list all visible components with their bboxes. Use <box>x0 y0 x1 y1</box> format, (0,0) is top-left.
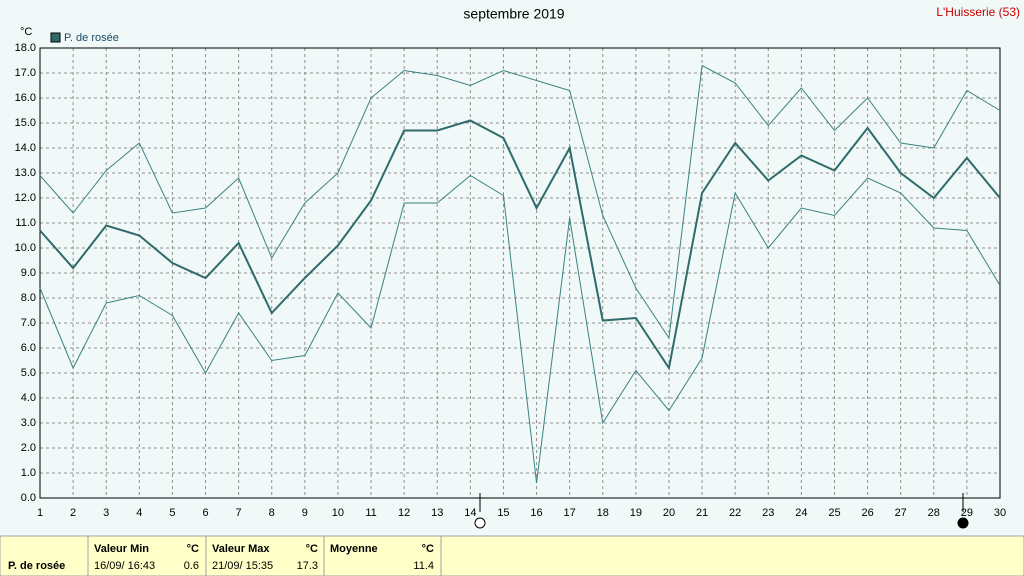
y-tick-label: 17.0 <box>15 67 36 79</box>
x-tick-label: 7 <box>236 507 242 519</box>
x-tick-label: 3 <box>103 507 109 519</box>
y-tick-label: 15.0 <box>15 117 36 129</box>
station: L'Huisserie (53) <box>936 5 1020 19</box>
y-tick-label: 0.0 <box>21 492 36 504</box>
y-tick-label: 5.0 <box>21 367 36 379</box>
y-tick-label: 9.0 <box>21 267 36 279</box>
x-tick-label: 4 <box>136 507 142 519</box>
moon-markers <box>474 493 969 529</box>
column-title: Moyenne <box>330 543 378 555</box>
x-tick-label: 2 <box>70 507 76 519</box>
full-moon <box>957 517 969 529</box>
y-tick-label: 14.0 <box>15 142 36 154</box>
x-tick-label: 8 <box>269 507 275 519</box>
y-tick-label: 13.0 <box>15 167 36 179</box>
y-unit: °C <box>20 26 32 38</box>
x-tick-label: 17 <box>564 507 576 519</box>
y-tick-label: 2.0 <box>21 442 36 454</box>
x-tick-label: 24 <box>795 507 807 519</box>
series-line <box>39 174 1001 484</box>
x-tick-label: 28 <box>928 507 940 519</box>
column-unit: °C <box>306 543 318 555</box>
x-tick-label: 6 <box>202 507 208 519</box>
x-tick-label: 16 <box>530 507 542 519</box>
row-label: P. de rosée <box>8 560 65 572</box>
footer-bg <box>0 535 1024 576</box>
y-tick-label: 16.0 <box>15 92 36 104</box>
x-tick-label: 25 <box>828 507 840 519</box>
column-title: Valeur Min <box>94 543 149 555</box>
x-tick-label: 11 <box>365 507 376 519</box>
cell-date: 16/09/ 16:43 <box>94 560 155 572</box>
x-tick-label: 19 <box>630 507 642 519</box>
y-tick-label: 18.0 <box>15 42 36 54</box>
series-line <box>39 64 1001 340</box>
x-tick-label: 13 <box>431 507 443 519</box>
x-tick-label: 29 <box>961 507 973 519</box>
chart-title: septembre 2019 <box>463 6 564 22</box>
x-tick-label: 14 <box>464 507 476 519</box>
new-moon <box>474 517 486 529</box>
x-tick-label: 9 <box>302 507 308 519</box>
y-tick-label: 8.0 <box>21 292 36 304</box>
x-tick-label: 26 <box>861 507 873 519</box>
cell-value: 17.3 <box>297 560 318 572</box>
column-unit: °C <box>422 543 434 555</box>
legend-label: P. de rosée <box>64 32 119 44</box>
x-tick-label: 20 <box>663 507 675 519</box>
x-tick-label: 1 <box>37 507 43 519</box>
cell-value: 0.6 <box>184 560 199 572</box>
column-title: Valeur Max <box>212 543 270 555</box>
x-tick-label: 21 <box>696 507 708 519</box>
x-tick-label: 12 <box>398 507 410 519</box>
cell-date: 21/09/ 15:35 <box>212 560 273 572</box>
x-tick-label: 23 <box>762 507 774 519</box>
footer: P. de rosée Valeur Min °C 16/09/ 16:43 0.6 V… <box>0 535 1024 576</box>
x-tick-label: 27 <box>895 507 907 519</box>
series-line <box>39 119 1001 371</box>
y-tick-label: 7.0 <box>21 317 36 329</box>
column-unit: °C <box>187 543 199 555</box>
y-tick-label: 6.0 <box>21 342 36 354</box>
x-tick-label: 18 <box>597 507 609 519</box>
y-tick-label: 3.0 <box>21 417 36 429</box>
x-tick-label: 15 <box>497 507 509 519</box>
legend-swatch <box>50 32 61 43</box>
x-tick-label: 10 <box>332 507 344 519</box>
x-tick-label: 5 <box>169 507 175 519</box>
y-tick-label: 4.0 <box>21 392 36 404</box>
y-tick-label: 11.0 <box>15 217 36 229</box>
cell-value: 11.4 <box>413 560 434 572</box>
x-tick-label: 22 <box>729 507 741 519</box>
x-tick-label: 30 <box>994 507 1006 519</box>
y-tick-label: 12.0 <box>15 192 36 204</box>
plot-frame <box>39 47 1001 499</box>
y-tick-label: 10.0 <box>15 242 36 254</box>
y-tick-label: 1.0 <box>21 467 36 479</box>
